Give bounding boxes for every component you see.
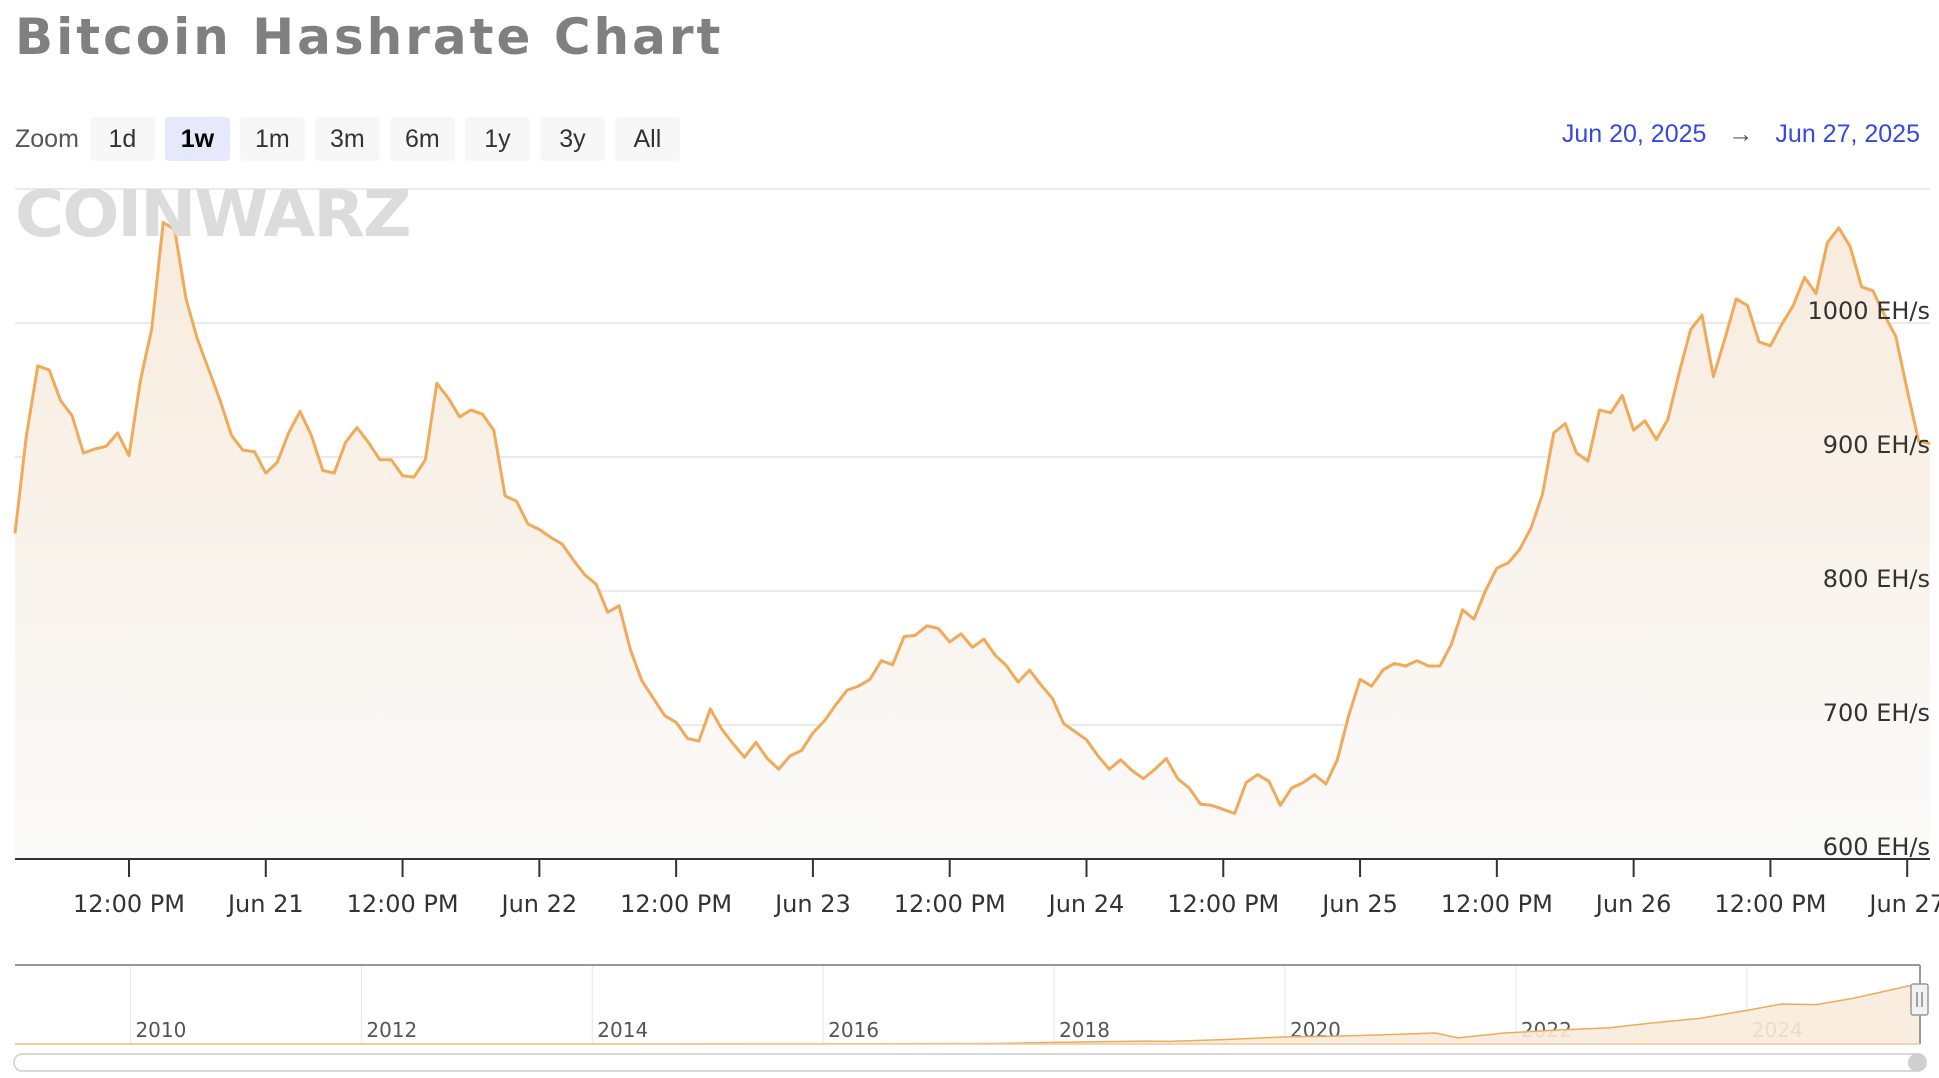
zoom-button-6m[interactable]: 6m — [389, 117, 455, 161]
x-tick-label: 12:00 PM — [620, 890, 732, 918]
x-tick-label: Jun 23 — [773, 890, 851, 918]
x-tick-label: Jun 22 — [500, 890, 578, 918]
zoom-button-1d[interactable]: 1d — [89, 117, 155, 161]
navigator-year-label: 2016 — [828, 1018, 879, 1042]
zoom-button-3m[interactable]: 3m — [314, 117, 380, 161]
y-axis: 600 EH/s 700 EH/s 800 EH/s 900 EH/s 1000 EH/… — [1807, 297, 1930, 861]
navigator-line — [15, 985, 1921, 1045]
zoom-button-1m[interactable]: 1m — [239, 117, 305, 161]
x-tick-label: 12:00 PM — [347, 890, 459, 918]
navigator-year-label: 2012 — [366, 1018, 417, 1042]
x-tick-label: Jun 25 — [1320, 890, 1398, 918]
area-fill — [15, 222, 1930, 859]
plot-area — [13, 221, 1931, 859]
x-tick-label: Jun 26 — [1594, 890, 1672, 918]
range-to-date[interactable]: Jun 27, 2025 — [1775, 120, 1920, 148]
x-axis: 12:00 PM Jun 21 12:00 PM Jun 22 12:00 PM Jun … — [15, 858, 1939, 918]
x-tick-label: 12:00 PM — [73, 890, 185, 918]
y-tick-label: 700 EH/s — [1823, 699, 1930, 727]
zoom-button-1w[interactable]: 1w — [164, 117, 230, 161]
y-tick-label: 900 EH/s — [1823, 431, 1930, 459]
navigator-year-label: 2014 — [597, 1018, 648, 1042]
navigator-area — [15, 985, 1920, 1044]
date-range: Jun 20, 2025 → Jun 27, 2025 — [1562, 120, 1920, 149]
zoom-button-3y[interactable]: 3y — [539, 117, 605, 161]
arrow-right-icon: → — [1728, 120, 1754, 148]
zoom-selector: Zoom 1d 1w 1m 3m 6m 1y 3y All — [15, 117, 690, 161]
x-tick-label: 12:00 PM — [1441, 890, 1553, 918]
zoom-button-all[interactable]: All — [614, 117, 680, 161]
x-tick-label: 12:00 PM — [1714, 890, 1826, 918]
x-tick-label: Jun 27 — [1867, 890, 1939, 918]
x-tick-label: 12:00 PM — [894, 890, 1006, 918]
page-title: Bitcoin Hashrate Chart — [15, 8, 724, 66]
navigator-year-label: 2018 — [1059, 1018, 1110, 1042]
y-tick-label: 600 EH/s — [1823, 833, 1930, 861]
navigator-year-label: 2010 — [135, 1018, 186, 1042]
x-tick-label: Jun 21 — [226, 890, 304, 918]
coinwarz-logo: COINWARZ — [15, 178, 412, 252]
zoom-button-1y[interactable]: 1y — [464, 117, 530, 161]
navigator-handle[interactable] — [1910, 983, 1929, 1016]
x-tick-label: Jun 24 — [1047, 890, 1125, 918]
range-from-date[interactable]: Jun 20, 2025 — [1561, 120, 1707, 148]
scrollbar-thumb[interactable] — [1908, 1054, 1926, 1071]
navigator[interactable]: 20102012201420162018202020222024 — [13, 964, 1929, 1072]
y-tick-label: 800 EH/s — [1823, 565, 1930, 593]
zoom-label: Zoom — [15, 124, 79, 153]
series-line — [13, 221, 1931, 815]
y-tick-label: 1000 EH/s — [1807, 297, 1930, 325]
navigator-scrollbar[interactable] — [13, 1053, 1927, 1072]
x-tick-label: 12:00 PM — [1167, 890, 1279, 918]
